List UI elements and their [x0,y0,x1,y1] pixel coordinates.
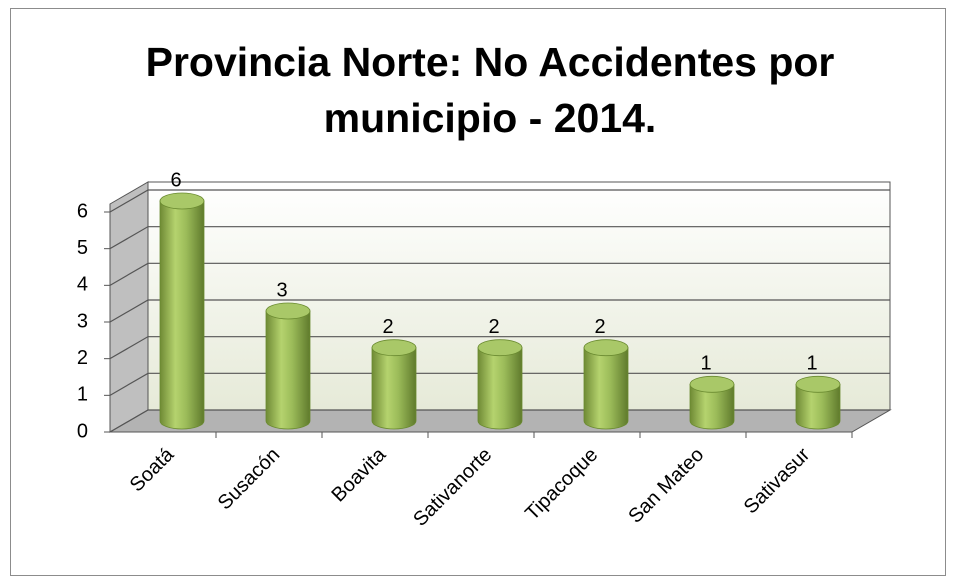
bar-top [583,339,629,357]
y-tick-label: 0 [77,420,88,442]
data-label: 2 [382,316,393,338]
x-tick-label: Tipacoque [521,444,602,525]
x-tick-label: Sativanorte [409,444,496,531]
bar [371,347,417,430]
bar [583,347,629,430]
y-tick-label: 6 [77,200,88,222]
data-label: 2 [594,316,605,338]
bar-top [159,192,205,210]
grid-line [109,189,890,213]
data-label: 2 [488,316,499,338]
bar-top [265,302,311,320]
bar-top [795,375,841,393]
chart-title: Provincia Norte: No Accidentes por munic… [145,39,835,141]
data-label: 1 [806,353,817,375]
data-label: 1 [700,353,711,375]
x-tick-label: Sativasur [740,443,815,518]
side-wall [109,181,149,433]
grid-line [109,409,890,433]
bar-top [477,339,523,357]
bar [477,347,523,430]
y-tick-label: 1 [77,384,88,406]
x-tick-label: Susacón [214,444,285,515]
x-tick-label: Soatá [126,443,179,496]
x-tick-label: Boavita [328,443,391,506]
y-tick-label: 5 [77,237,88,259]
bar [689,383,735,430]
y-tick-label: 2 [77,347,88,369]
grid-line [109,372,890,396]
y-tick-label: 3 [77,310,88,332]
data-label: 3 [276,279,287,301]
grid-line [109,226,890,250]
bar [159,200,205,430]
x-tick-label: San Mateo [624,444,708,528]
bar-top [371,339,417,357]
y-tick-label: 4 [77,274,88,296]
bar-top [689,375,735,393]
grid-line [109,336,890,360]
data-label: 6 [170,169,181,191]
grid-line [109,262,890,286]
bar [265,310,311,430]
bar [795,383,841,430]
chart-frame [10,8,946,576]
grid-line [109,299,890,323]
